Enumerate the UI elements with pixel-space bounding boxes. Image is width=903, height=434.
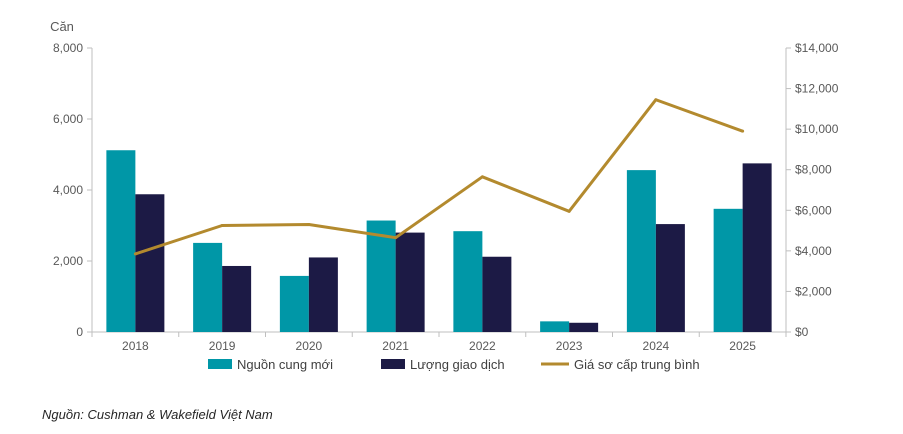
right-tick-label: $4,000	[795, 244, 832, 258]
bar-new-supply-2025	[713, 208, 743, 332]
bar-new-supply-2023	[540, 321, 570, 332]
bar-transactions-2022	[482, 256, 512, 332]
x-tick-labels: 2018 2019 2020 2021 2022 2023 2024 2025	[122, 339, 756, 353]
right-tick-label: $8,000	[795, 163, 832, 177]
right-tick-label: $10,000	[795, 122, 839, 136]
x-tick-label-2024: 2024	[643, 339, 670, 353]
right-tick-label: $14,000	[795, 41, 839, 55]
price-point-2019	[220, 224, 224, 227]
legend-label-0: Nguồn cung mới	[237, 357, 333, 372]
legend-label-2: Giá sơ cấp trung bình	[574, 357, 700, 372]
right-tick-label: $0	[795, 325, 809, 339]
legend-swatch-1	[381, 359, 405, 369]
price-point-2024	[654, 98, 658, 102]
right-tick-label: $2,000	[795, 284, 832, 298]
left-tick-label: 4,000	[53, 183, 83, 197]
x-tick-label-2022: 2022	[469, 339, 496, 353]
bar-transactions-2021	[395, 232, 425, 332]
price-point-2022	[480, 175, 484, 179]
x-tick-label-2018: 2018	[122, 339, 149, 353]
bar-transactions-2025	[742, 163, 772, 332]
price-point-2025	[741, 129, 745, 133]
price-point-2018	[133, 252, 137, 256]
bar-new-supply-2024	[626, 170, 656, 332]
bar-transactions-2024	[655, 224, 685, 332]
source-note: Nguồn: Cushman & Wakefield Việt Nam	[42, 407, 273, 422]
bars	[106, 150, 772, 332]
bar-transactions-2019	[222, 265, 252, 332]
legend-label-1: Lượng giao dịch	[410, 357, 505, 372]
left-tick-label: 0	[76, 325, 83, 339]
right-tick-label: $12,000	[795, 82, 839, 96]
x-tick-label-2025: 2025	[729, 339, 756, 353]
left-axis-unit-label: Căn	[50, 19, 74, 34]
x-tick-label-2020: 2020	[296, 339, 323, 353]
bar-transactions-2018	[135, 194, 165, 332]
x-tick-label-2023: 2023	[556, 339, 583, 353]
left-tick-label: 2,000	[53, 254, 83, 268]
price-line	[133, 98, 745, 256]
right-tick-label: $6,000	[795, 203, 832, 217]
bar-new-supply-2019	[193, 242, 223, 332]
legend-swatch-0	[208, 359, 232, 369]
x-tick-label-2019: 2019	[209, 339, 236, 353]
price-line-path	[134, 98, 744, 256]
bar-new-supply-2022	[453, 231, 483, 332]
bar-transactions-2020	[308, 257, 338, 332]
bar-transactions-2023	[569, 322, 599, 332]
legend: Nguồn cung mới Lượng giao dịch Giá sơ cấp …	[208, 357, 700, 372]
bar-new-supply-2021	[366, 220, 396, 332]
price-point-2020	[307, 222, 311, 226]
left-tick-label: 8,000	[53, 41, 83, 55]
price-point-2023	[567, 209, 571, 213]
bar-new-supply-2018	[106, 150, 136, 332]
left-tick-label: 6,000	[53, 112, 83, 126]
x-tick-label-2021: 2021	[382, 339, 409, 353]
price-point-2021	[394, 236, 398, 240]
bar-new-supply-2020	[279, 275, 309, 332]
